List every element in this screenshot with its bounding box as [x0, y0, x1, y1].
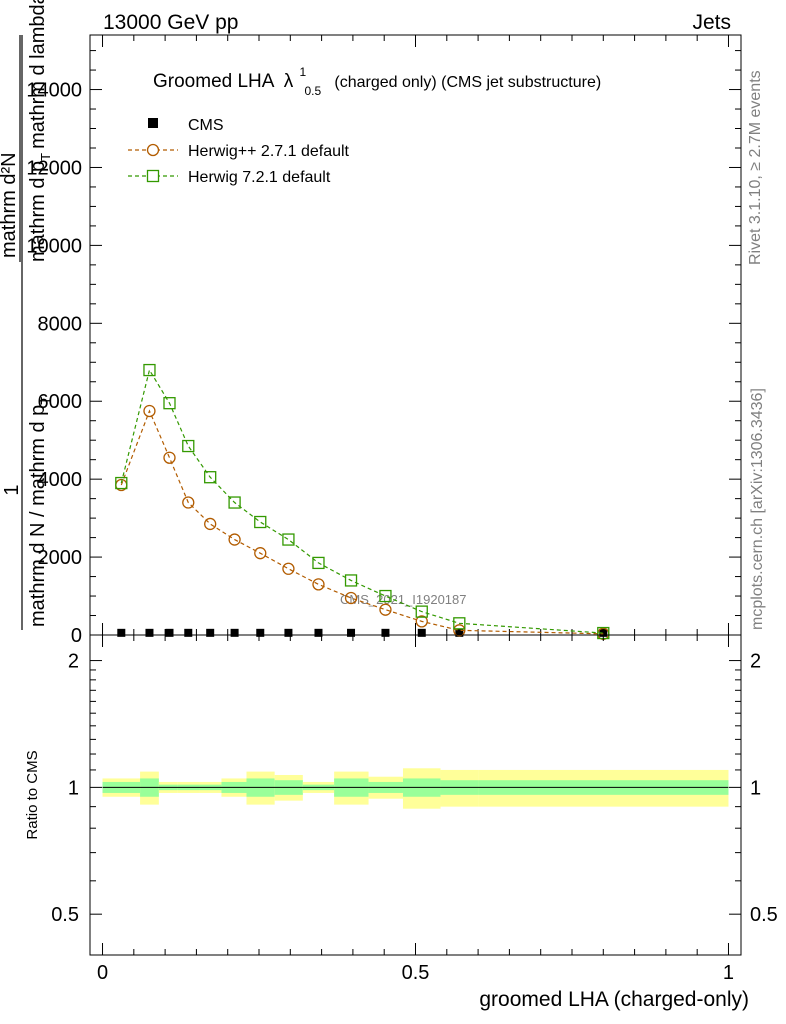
herwig7-point: [115, 476, 128, 490]
ratio-y-label: Ratio to CMS: [24, 750, 41, 839]
legend-marker-cms: [148, 118, 158, 128]
main-ytick-label: 14000: [26, 80, 82, 102]
herwig7-point: [379, 589, 392, 603]
ylabel-den: mathrm d N / mathrm d pT: [27, 397, 53, 627]
main-ytick-label: 0: [71, 625, 82, 647]
header-jets: Jets: [692, 11, 731, 34]
main-panel: 0 2000 4000 6000 8000 10000 12000 14000 CMS_202…: [0, 0, 742, 647]
cms-point: [417, 628, 426, 637]
ratio-xtick-label: 0.5: [402, 962, 430, 984]
herwig7-point: [282, 533, 295, 546]
ylabel-right-num: mathrm d²N: [0, 152, 20, 258]
herwig7-point: [344, 574, 358, 587]
header-energy: 13000 GeV pp: [103, 11, 238, 34]
main-ytick-label: 12000: [26, 157, 82, 179]
herwigpp-point: [282, 562, 295, 575]
herwigpp-point: [453, 624, 466, 637]
herwigpp-point: [344, 591, 358, 605]
herwig7-point: [254, 515, 267, 529]
legend-label-herwigpp: Herwig++ 2.7.1 default: [188, 143, 350, 160]
herwig7-point: [228, 496, 241, 509]
cms-point: [117, 628, 126, 637]
cms-point: [165, 628, 174, 637]
cms-point: [347, 628, 356, 637]
ratio-ytick-label-right: 1: [750, 777, 761, 799]
herwigpp-point: [204, 517, 217, 531]
main-series: [115, 363, 610, 640]
cms-point: [256, 628, 265, 637]
cms-point: [381, 628, 390, 637]
cms-point: [206, 628, 215, 637]
main-ytick-label: 4000: [38, 469, 83, 491]
herwig7-point: [182, 439, 195, 453]
legend-marker-herwigpp: [146, 143, 160, 157]
main-y-ticks: 0 2000 4000 6000 8000 10000 12000 14000: [26, 50, 741, 647]
herwig7-point: [415, 605, 428, 618]
herwig7-point: [312, 556, 325, 570]
ratio-xtick-label: 1: [723, 962, 734, 984]
ratio-panel: 0.5 0.51 12 2 0 0.5 1 Ratio to CMS groomed LH…: [24, 634, 778, 1011]
ratio-ytick-label: 2: [68, 651, 79, 673]
cms-point: [145, 628, 154, 637]
main-y-label: 1 mathrm d N / mathrm d pT mathrm d²N ma…: [0, 0, 53, 630]
series-line-1: [120, 409, 604, 635]
legend-label-herwig7: Herwig 7.2.1 default: [188, 169, 331, 186]
herwig7-point: [143, 363, 156, 377]
title-rest: (charged only) (CMS jet substructure): [334, 74, 601, 91]
legend-label-cms: CMS: [188, 117, 224, 134]
ratio-bands: [102, 768, 729, 809]
herwigpp-point: [182, 496, 195, 509]
cms-point: [284, 628, 293, 637]
herwig7-point: [204, 471, 217, 484]
title-sub: 0.5: [304, 84, 321, 98]
title-main: Groomed LHA: [153, 71, 275, 92]
ylabel-right-den: mathrm d pTmathrm d lambda: [27, 0, 53, 262]
cms-point: [314, 628, 323, 637]
main-ytick-label: 10000: [26, 235, 82, 257]
main-ytick-label: 6000: [38, 391, 83, 413]
ylabel-num: 1: [1, 484, 23, 495]
herwigpp-point: [312, 578, 325, 591]
herwig7-point: [453, 617, 466, 630]
legend: CMS Herwig++ 2.7.1 default Herwig 7.2.1 …: [128, 117, 350, 186]
ratio-ytick-label: 0.5: [51, 904, 79, 926]
herwigpp-point: [163, 451, 176, 464]
herwigpp-point: [143, 404, 156, 418]
cms-point: [184, 628, 193, 637]
cms-point: [599, 628, 608, 637]
ratio-x-ticks: 0 0.5 1: [97, 635, 734, 984]
rivet-label: Rivet 3.1.10, ≥ 2.7M events: [747, 70, 764, 265]
ratio-ytick-label-right: 0.5: [750, 904, 778, 926]
main-ytick-label: 2000: [38, 547, 83, 569]
herwigpp-point: [379, 603, 392, 616]
ratio-ytick-label-right: 2: [750, 651, 761, 673]
ratio-xtick-label: 0: [97, 962, 108, 984]
title-sup: 1: [299, 65, 306, 79]
herwigpp-point: [415, 615, 428, 628]
x-axis-label: groomed LHA (charged-only): [479, 988, 749, 1011]
ratio-ytick-label: 1: [68, 777, 79, 799]
title-lambda: λ: [284, 71, 294, 92]
herwigpp-point: [254, 547, 267, 560]
cms-point: [455, 628, 464, 637]
analysis-watermark: CMS_2021_I1920187: [340, 592, 467, 607]
legend-marker-herwig7: [146, 169, 160, 183]
ratio-y-ticks: 0.5 0.5 1 1 2 2: [51, 651, 778, 927]
herwig7-point: [163, 397, 176, 410]
herwigpp-point: [228, 533, 241, 546]
mcplots-label: mcplots.cern.ch [arXiv:1306.3436]: [749, 388, 766, 630]
chart-title: Groomed LHA λ 1 0.5 (charged only) (CMS …: [153, 60, 601, 100]
cms-point: [230, 628, 239, 637]
main-ytick-label: 8000: [38, 313, 83, 335]
